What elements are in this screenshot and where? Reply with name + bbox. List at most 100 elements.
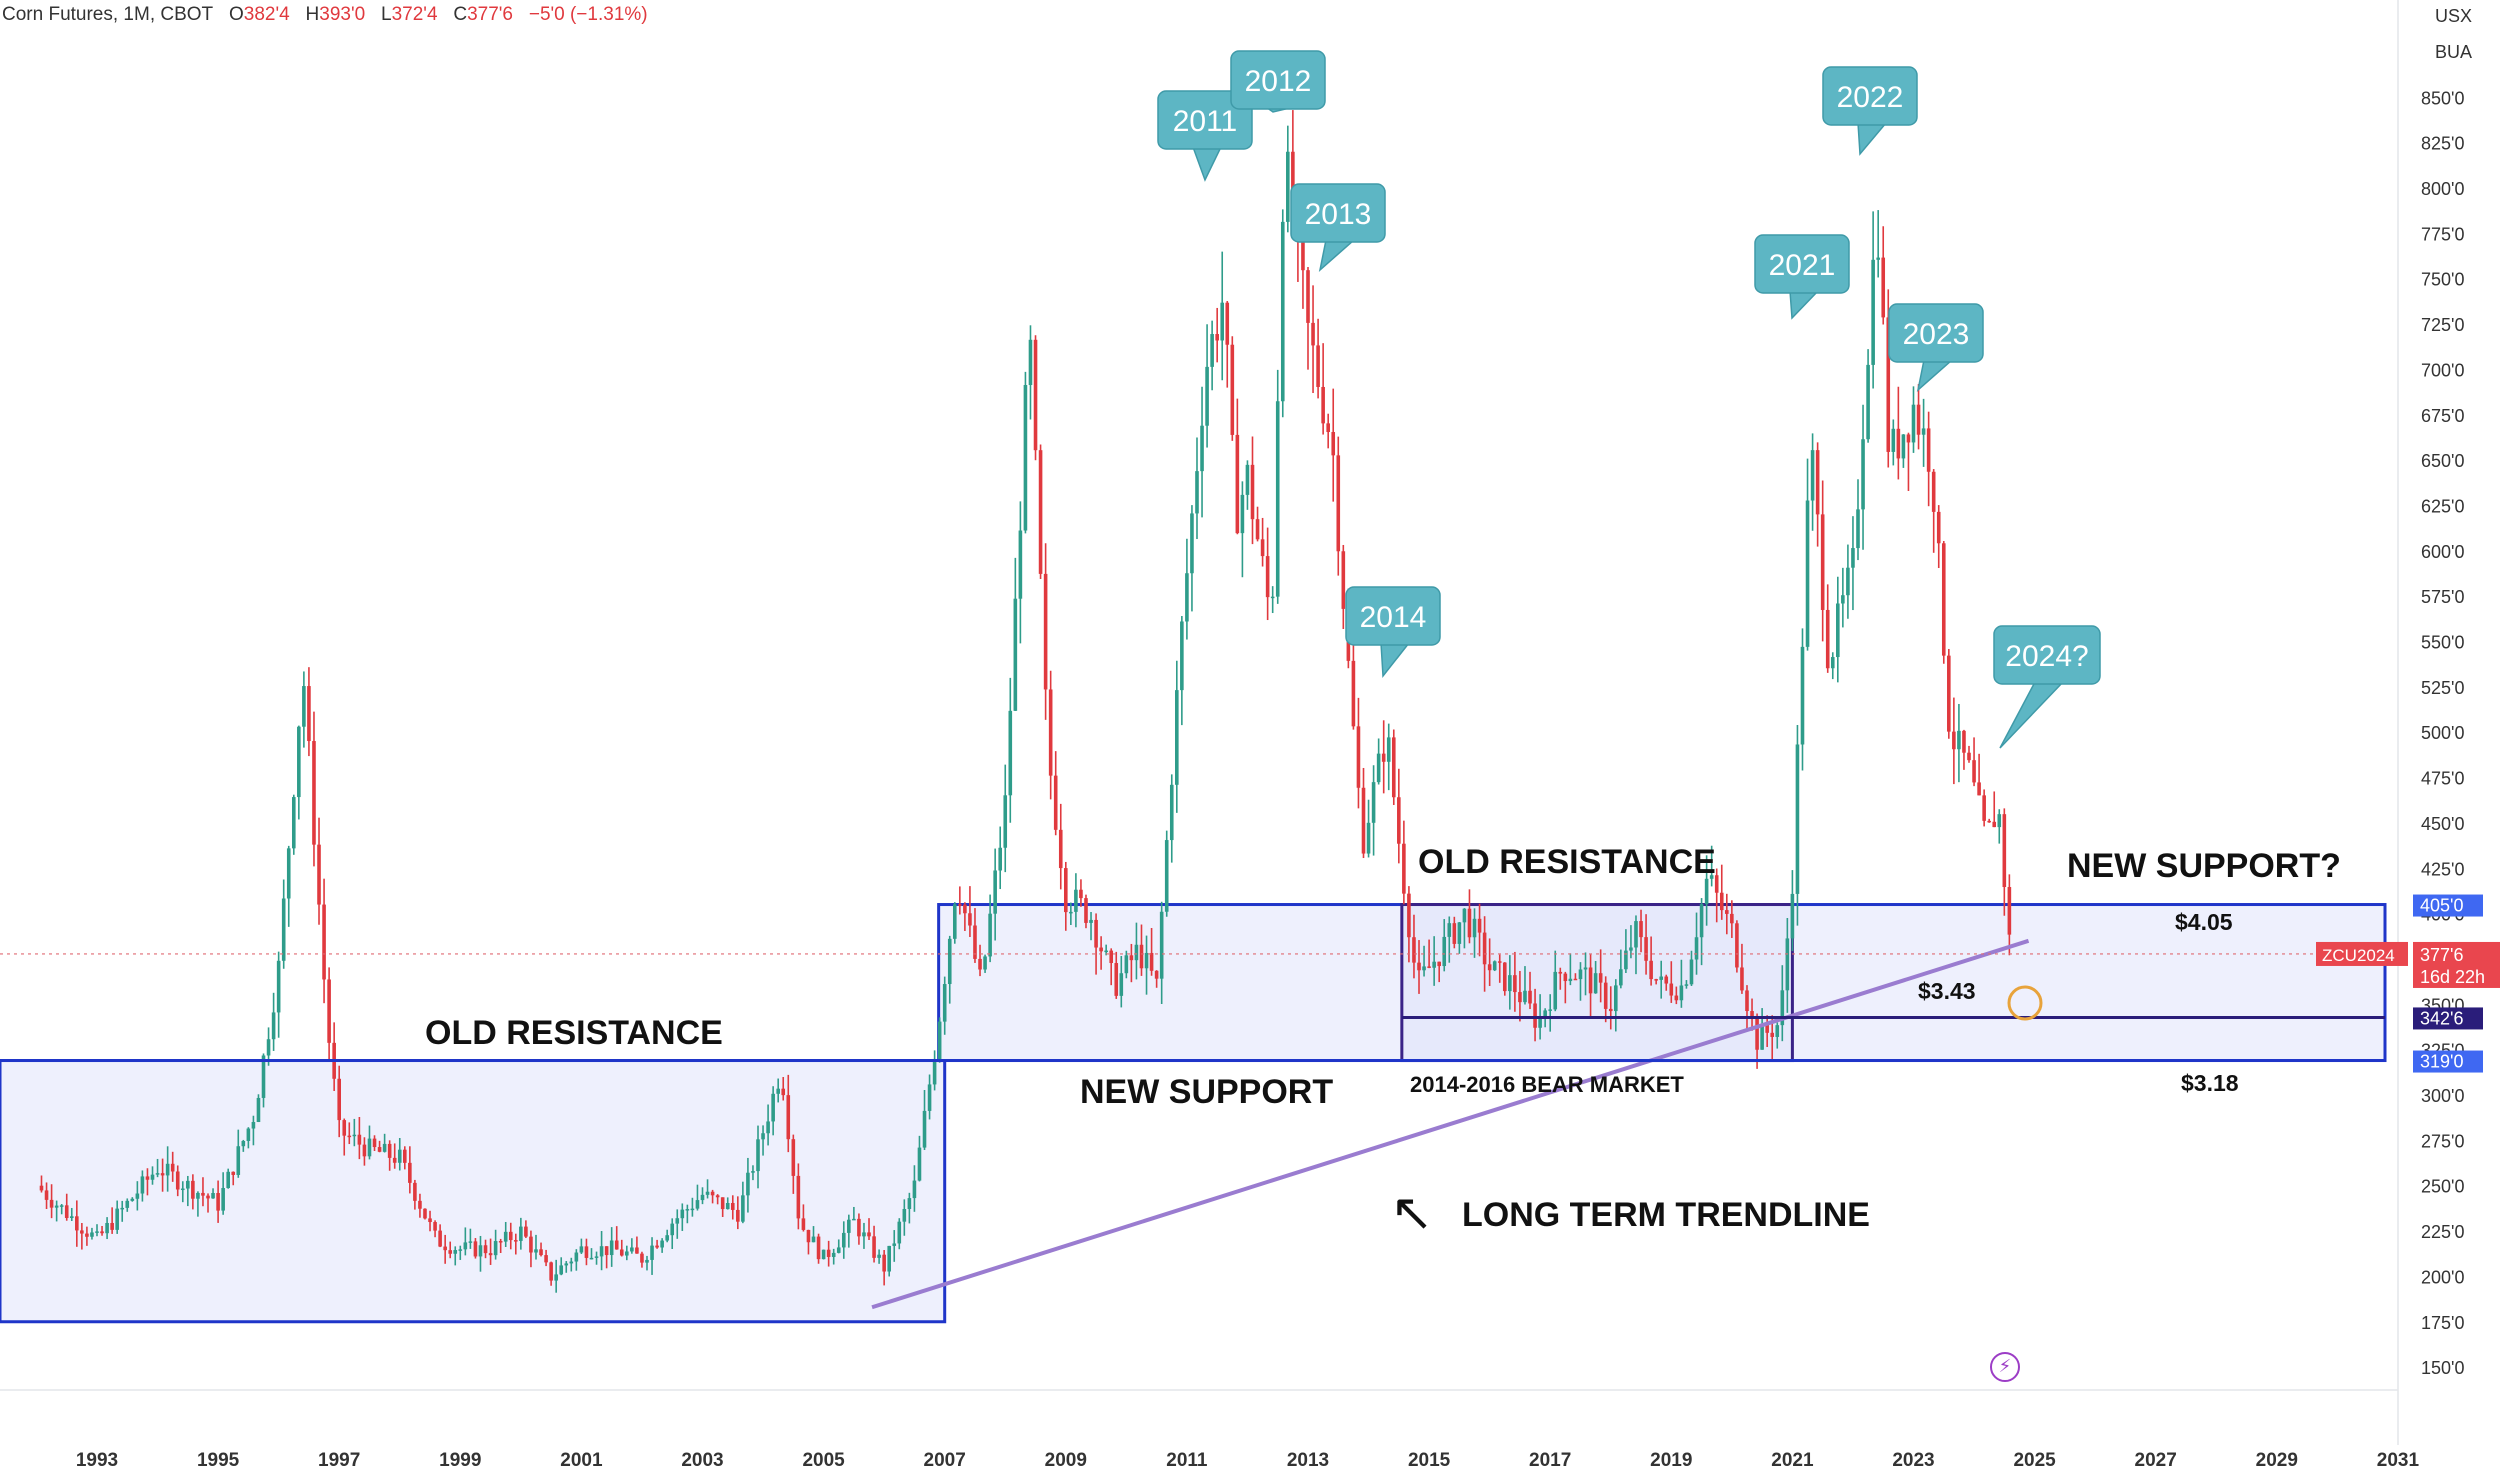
candle-body (1180, 621, 1184, 691)
candle-body (1386, 737, 1391, 762)
candle-body (307, 686, 311, 742)
candle-body (408, 1162, 412, 1183)
callout-pointer (1789, 290, 1820, 320)
unit-button[interactable]: BUA (2434, 42, 2472, 62)
candle-body (1129, 955, 1134, 961)
candle-body (1316, 345, 1320, 387)
candle-body (1366, 822, 1371, 854)
candle-body (1477, 918, 1482, 933)
countdown-text: 16d 22h (2420, 967, 2485, 987)
candle-body (413, 1182, 417, 1201)
lightning-icon[interactable]: ⚡ (1990, 1352, 2020, 1382)
candle-body (524, 1226, 528, 1237)
candles-layer (39, 110, 2012, 1293)
candle-body (847, 1219, 851, 1233)
candle-body (387, 1143, 392, 1158)
candle-body (423, 1208, 427, 1219)
candle-body (1200, 425, 1204, 472)
candle-body (922, 1110, 927, 1148)
level-405-badge-text: 405'0 (2420, 896, 2463, 916)
x-tick-label: 2023 (1892, 1450, 1934, 1471)
candle-body (1164, 840, 1169, 912)
callout-label: 2024? (2005, 640, 2088, 673)
x-tick-label: 2029 (2256, 1450, 2298, 1471)
candle-body (206, 1195, 210, 1199)
candle-body (1977, 782, 1981, 796)
candle-body (342, 1120, 347, 1136)
candle-body (1997, 814, 2002, 828)
callout-box (1822, 66, 1918, 126)
level-405-badge-bg (2413, 894, 2483, 917)
candle-body (438, 1230, 442, 1247)
candle-body (1684, 984, 1689, 986)
candle-body (59, 1205, 64, 1207)
candle-body (1568, 978, 1573, 982)
y-tick-label: 675'0 (2421, 406, 2464, 426)
price-405-label: $4.05 (2175, 909, 2233, 935)
candle-body (625, 1251, 629, 1256)
candle-body (1664, 976, 1669, 984)
candle-body (705, 1191, 710, 1195)
long-term-trendline[interactable] (871, 938, 2030, 1310)
candle-body (1023, 385, 1028, 531)
level-319-badge-text: 319'0 (2420, 1052, 2463, 1072)
candle-body (544, 1255, 548, 1263)
candle-body (1795, 744, 1800, 894)
candle-body (100, 1231, 104, 1234)
candle-body (1674, 995, 1679, 1001)
candle-body (1376, 753, 1381, 783)
symbol-header: Corn Futures, 1M, CBOT O382'4 H393'0 L37… (2, 4, 648, 26)
y-tick-label: 825'0 (2421, 134, 2464, 154)
candle-body (786, 1095, 791, 1140)
candle-body (1629, 947, 1633, 951)
candle-body (1084, 898, 1088, 923)
candle-body (1417, 962, 1421, 971)
x-tick-label: 2005 (802, 1450, 845, 1471)
candle-body (130, 1198, 135, 1201)
candle-body (897, 1221, 902, 1244)
candle-body (448, 1250, 453, 1254)
candle-body (1800, 646, 1805, 745)
candle-body (1432, 961, 1436, 968)
candle-body (1770, 1032, 1775, 1037)
price-318-label: $3.18 (2181, 1070, 2239, 1096)
currency-button[interactable]: USX (2434, 6, 2472, 26)
candle-body (1154, 970, 1159, 979)
candle-body (150, 1174, 155, 1180)
candle-body (1639, 921, 1643, 938)
candle-body (1603, 982, 1608, 1009)
y-tick-label: 225'0 (2421, 1222, 2464, 1242)
candle-body (791, 1139, 796, 1176)
callout-2021: 2021 (1754, 234, 1850, 320)
candle-body (655, 1245, 659, 1248)
level-342-badge-text: 342'6 (2420, 1008, 2463, 1028)
candle-body (1947, 655, 1951, 732)
x-tick-label: 1999 (439, 1450, 481, 1471)
callout-2014: 2014 (1345, 586, 1441, 679)
x-tick-label: 1997 (318, 1450, 360, 1471)
candle-body (1987, 820, 1991, 823)
candle-body (1563, 973, 1568, 982)
candle-body (993, 870, 997, 914)
candle-body (751, 1171, 755, 1173)
candle-body (1326, 423, 1330, 433)
candle-body (927, 1084, 932, 1111)
candle-body (468, 1241, 473, 1243)
candle-body (1220, 302, 1225, 341)
price-tag-text: 377'6 (2420, 945, 2463, 965)
price-tag-bg (2413, 941, 2500, 988)
candle-body (1533, 1003, 1537, 1028)
candle-body (64, 1205, 69, 1218)
candle-body (604, 1246, 609, 1256)
y-tick-label: 650'0 (2421, 451, 2464, 471)
callout-2024-q: 2024? (1993, 625, 2101, 749)
candle-body (665, 1235, 669, 1241)
candle-body (458, 1249, 463, 1251)
candle-body (564, 1263, 569, 1266)
candle-body (1876, 257, 1880, 260)
candle-body (937, 1021, 942, 1059)
candle-body (1543, 1010, 1547, 1017)
candle-body (216, 1192, 220, 1211)
candle-body (579, 1246, 584, 1253)
